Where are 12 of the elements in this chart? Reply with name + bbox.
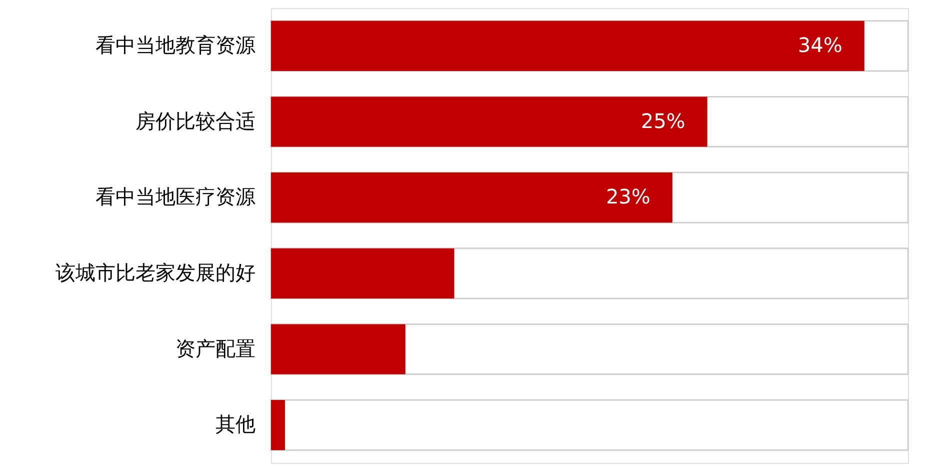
- y-tick-label: 看中当地医疗资源: [96, 184, 256, 209]
- y-tick-label: 看中当地教育资源: [96, 32, 256, 57]
- bar: [271, 400, 285, 450]
- y-tick-label: 其他: [216, 412, 256, 436]
- data-label: 23%: [606, 184, 650, 209]
- y-tick-label: 房价比较合适: [136, 108, 256, 133]
- bar: [271, 248, 454, 298]
- y-tick-label: 资产配置: [176, 336, 256, 360]
- data-label: 25%: [640, 108, 686, 133]
- y-tick-label: 该城市比老家发展的好: [56, 260, 256, 284]
- data-label: 34%: [798, 32, 842, 57]
- bar: [271, 324, 406, 374]
